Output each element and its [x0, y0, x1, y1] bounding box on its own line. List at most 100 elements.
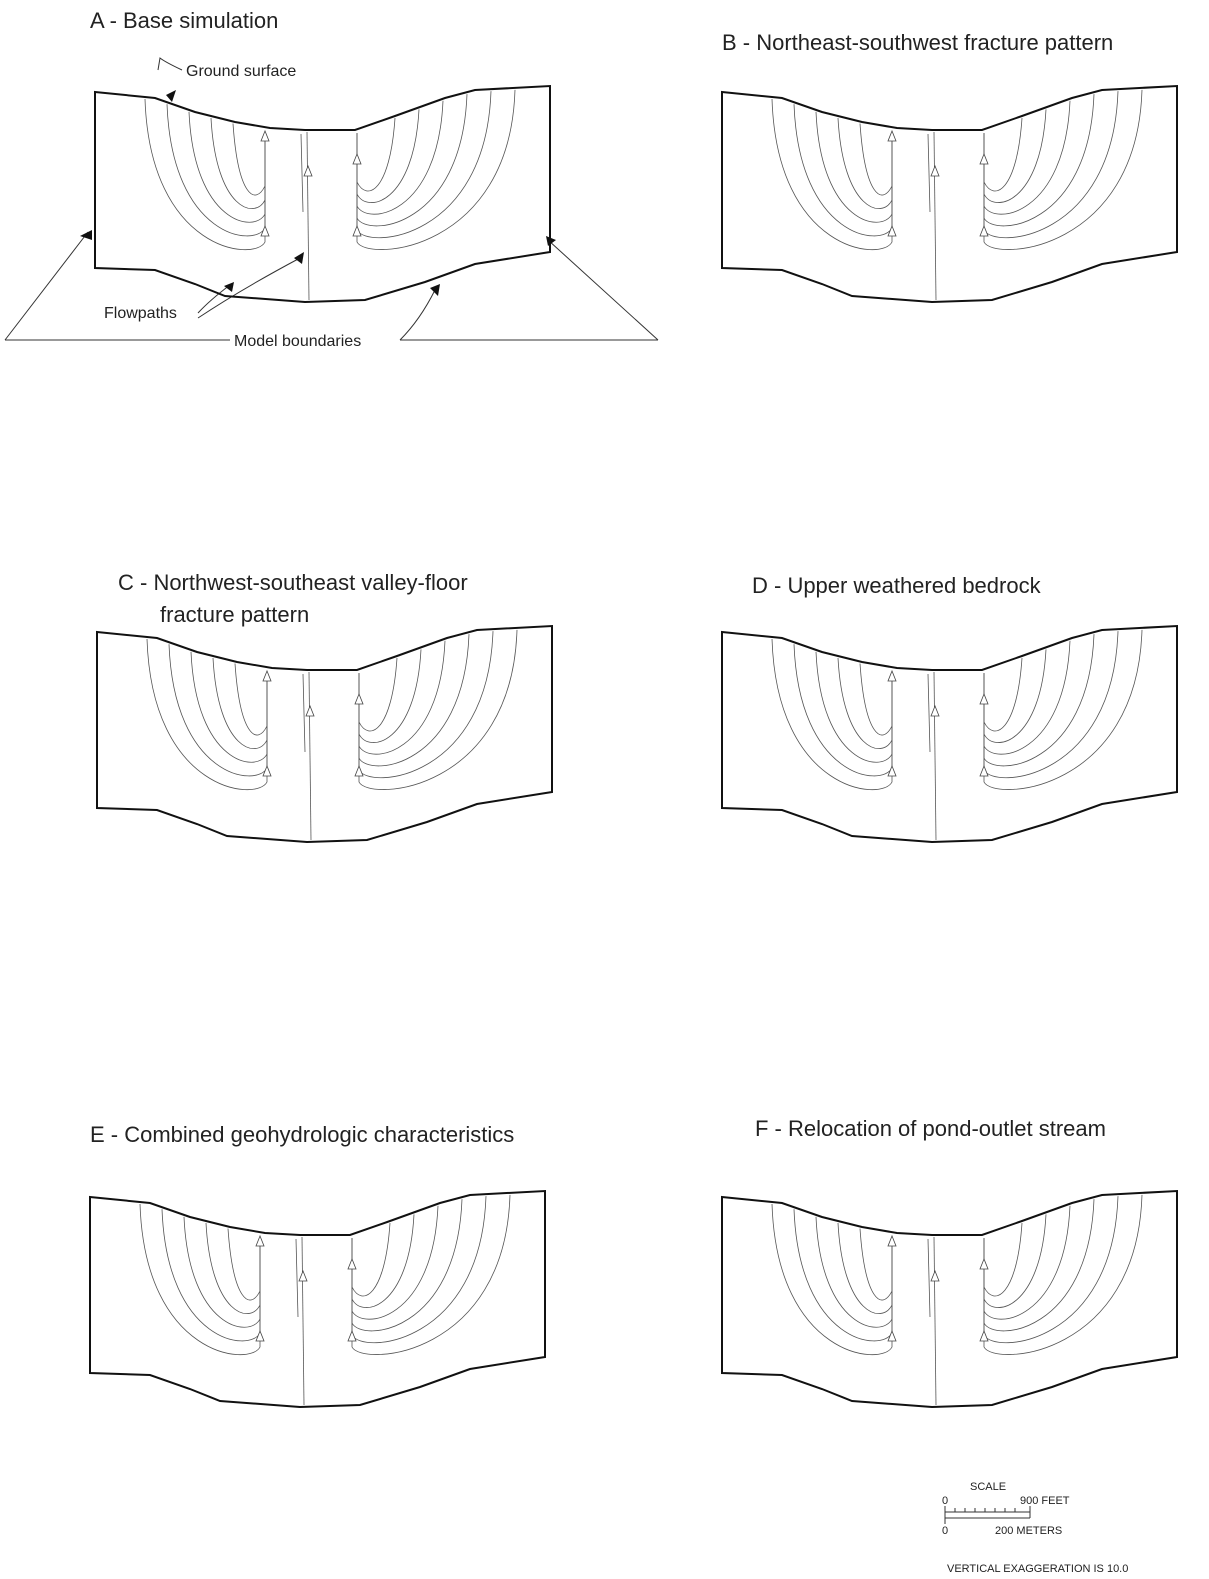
- model-boundary: [722, 1191, 1177, 1407]
- arrowhead: [294, 252, 304, 264]
- scale-exaggeration: VERTICAL EXAGGERATION IS 10.0: [947, 1563, 1128, 1575]
- flowpath: [860, 124, 892, 196]
- panel-title: fracture pattern: [160, 602, 309, 627]
- flow-arrow: [261, 131, 269, 141]
- flowpath: [984, 1223, 1022, 1296]
- flowpath: [816, 112, 892, 222]
- flowpath: [189, 112, 265, 222]
- flowpath: [357, 118, 395, 191]
- flow-arrow: [931, 166, 939, 176]
- flow-arrow: [299, 1271, 307, 1281]
- flowpath: [191, 652, 267, 762]
- flowpath: [816, 652, 892, 762]
- cross-section: [97, 626, 552, 842]
- flowpath: [934, 672, 936, 840]
- flowpath: [984, 1214, 1046, 1307]
- cross-section: [90, 1191, 545, 1407]
- flowpath: [352, 1214, 414, 1307]
- panel-title: B - Northeast-southwest fracture pattern: [722, 30, 1113, 55]
- flow-arrow: [348, 1331, 356, 1341]
- model-boundary: [722, 86, 1177, 302]
- flowpath: [928, 674, 930, 752]
- panel-title: F - Relocation of pond-outlet stream: [755, 1116, 1106, 1141]
- flow-arrow: [888, 766, 896, 776]
- flowpath: [984, 631, 1118, 778]
- flow-arrow: [261, 226, 269, 236]
- model-boundary: [722, 626, 1177, 842]
- flowpath: [359, 649, 421, 742]
- flowpath: [984, 118, 1022, 191]
- arrowhead: [166, 90, 176, 102]
- flowpath: [928, 134, 930, 212]
- flowpath: [352, 1196, 486, 1343]
- flowpath: [352, 1199, 462, 1331]
- flow-arrow: [931, 1271, 939, 1281]
- panel-title: E - Combined geohydrologic characteristi…: [90, 1122, 514, 1147]
- flowpath: [357, 101, 443, 214]
- panel-title: A - Base simulation: [90, 8, 278, 33]
- flow-arrow: [304, 166, 312, 176]
- flowpath: [359, 658, 397, 731]
- flowpath: [984, 101, 1070, 214]
- label-ground-surface: Ground surface: [186, 63, 296, 80]
- flowpath: [147, 639, 267, 790]
- flowpath: [228, 1229, 260, 1301]
- flowpath: [359, 631, 493, 778]
- flowpath: [772, 99, 892, 250]
- panel-title: C - Northwest-southeast valley-floor: [118, 570, 468, 595]
- flowpath: [357, 109, 419, 202]
- flowpath: [357, 91, 491, 238]
- scale-zero: 0: [942, 1495, 948, 1507]
- panel-title: D - Upper weathered bedrock: [752, 573, 1042, 598]
- flowpath: [296, 1239, 298, 1317]
- flowpath: [303, 674, 305, 752]
- leader-line: [158, 58, 182, 70]
- flow-arrow: [263, 671, 271, 681]
- arrowhead: [224, 282, 234, 292]
- flowpath: [984, 658, 1022, 731]
- flowpath: [928, 1239, 930, 1317]
- flow-arrow: [980, 154, 988, 164]
- flow-arrow: [888, 1331, 896, 1341]
- flow-arrow: [355, 766, 363, 776]
- flow-arrow: [256, 1331, 264, 1341]
- flowpath: [984, 94, 1094, 226]
- flowpath: [359, 641, 445, 754]
- figure: Ground surface Flowpaths Model boundarie…: [0, 0, 1209, 1579]
- cross-section: [722, 86, 1177, 302]
- flowpath: [984, 649, 1046, 742]
- scale-bar: [945, 1506, 1030, 1524]
- model-boundary: [95, 86, 550, 302]
- flowpath: [984, 91, 1118, 238]
- label-flowpaths: Flowpaths: [104, 305, 177, 322]
- label-model-boundaries: Model boundaries: [234, 333, 361, 350]
- flowpath: [357, 94, 467, 226]
- flow-arrow: [353, 154, 361, 164]
- flowpath: [934, 1237, 936, 1405]
- leader-line: [548, 240, 658, 340]
- flowpath: [984, 641, 1070, 754]
- cross-section: [95, 86, 550, 302]
- flow-arrow: [263, 766, 271, 776]
- leader-line: [198, 258, 300, 318]
- flowpath: [860, 1229, 892, 1301]
- model-boundary: [90, 1191, 545, 1407]
- flowpath: [352, 1206, 438, 1319]
- flowpath: [860, 664, 892, 736]
- flow-arrow: [888, 1236, 896, 1246]
- flow-arrow: [256, 1236, 264, 1246]
- flowpath: [984, 634, 1094, 766]
- scale-zero: 0: [942, 1525, 948, 1537]
- flow-arrow: [980, 1259, 988, 1269]
- scale-heading: SCALE: [970, 1481, 1006, 1493]
- flow-arrow: [348, 1259, 356, 1269]
- cross-section: [722, 1191, 1177, 1407]
- arrowhead: [430, 284, 440, 296]
- flowpath: [233, 124, 265, 196]
- scale-feet: 900 FEET: [1020, 1495, 1070, 1507]
- scale-meters: 200 METERS: [995, 1525, 1062, 1537]
- flowpath: [352, 1223, 390, 1296]
- flowpath: [984, 109, 1046, 202]
- flowpath: [772, 639, 892, 790]
- flowpath: [184, 1217, 260, 1327]
